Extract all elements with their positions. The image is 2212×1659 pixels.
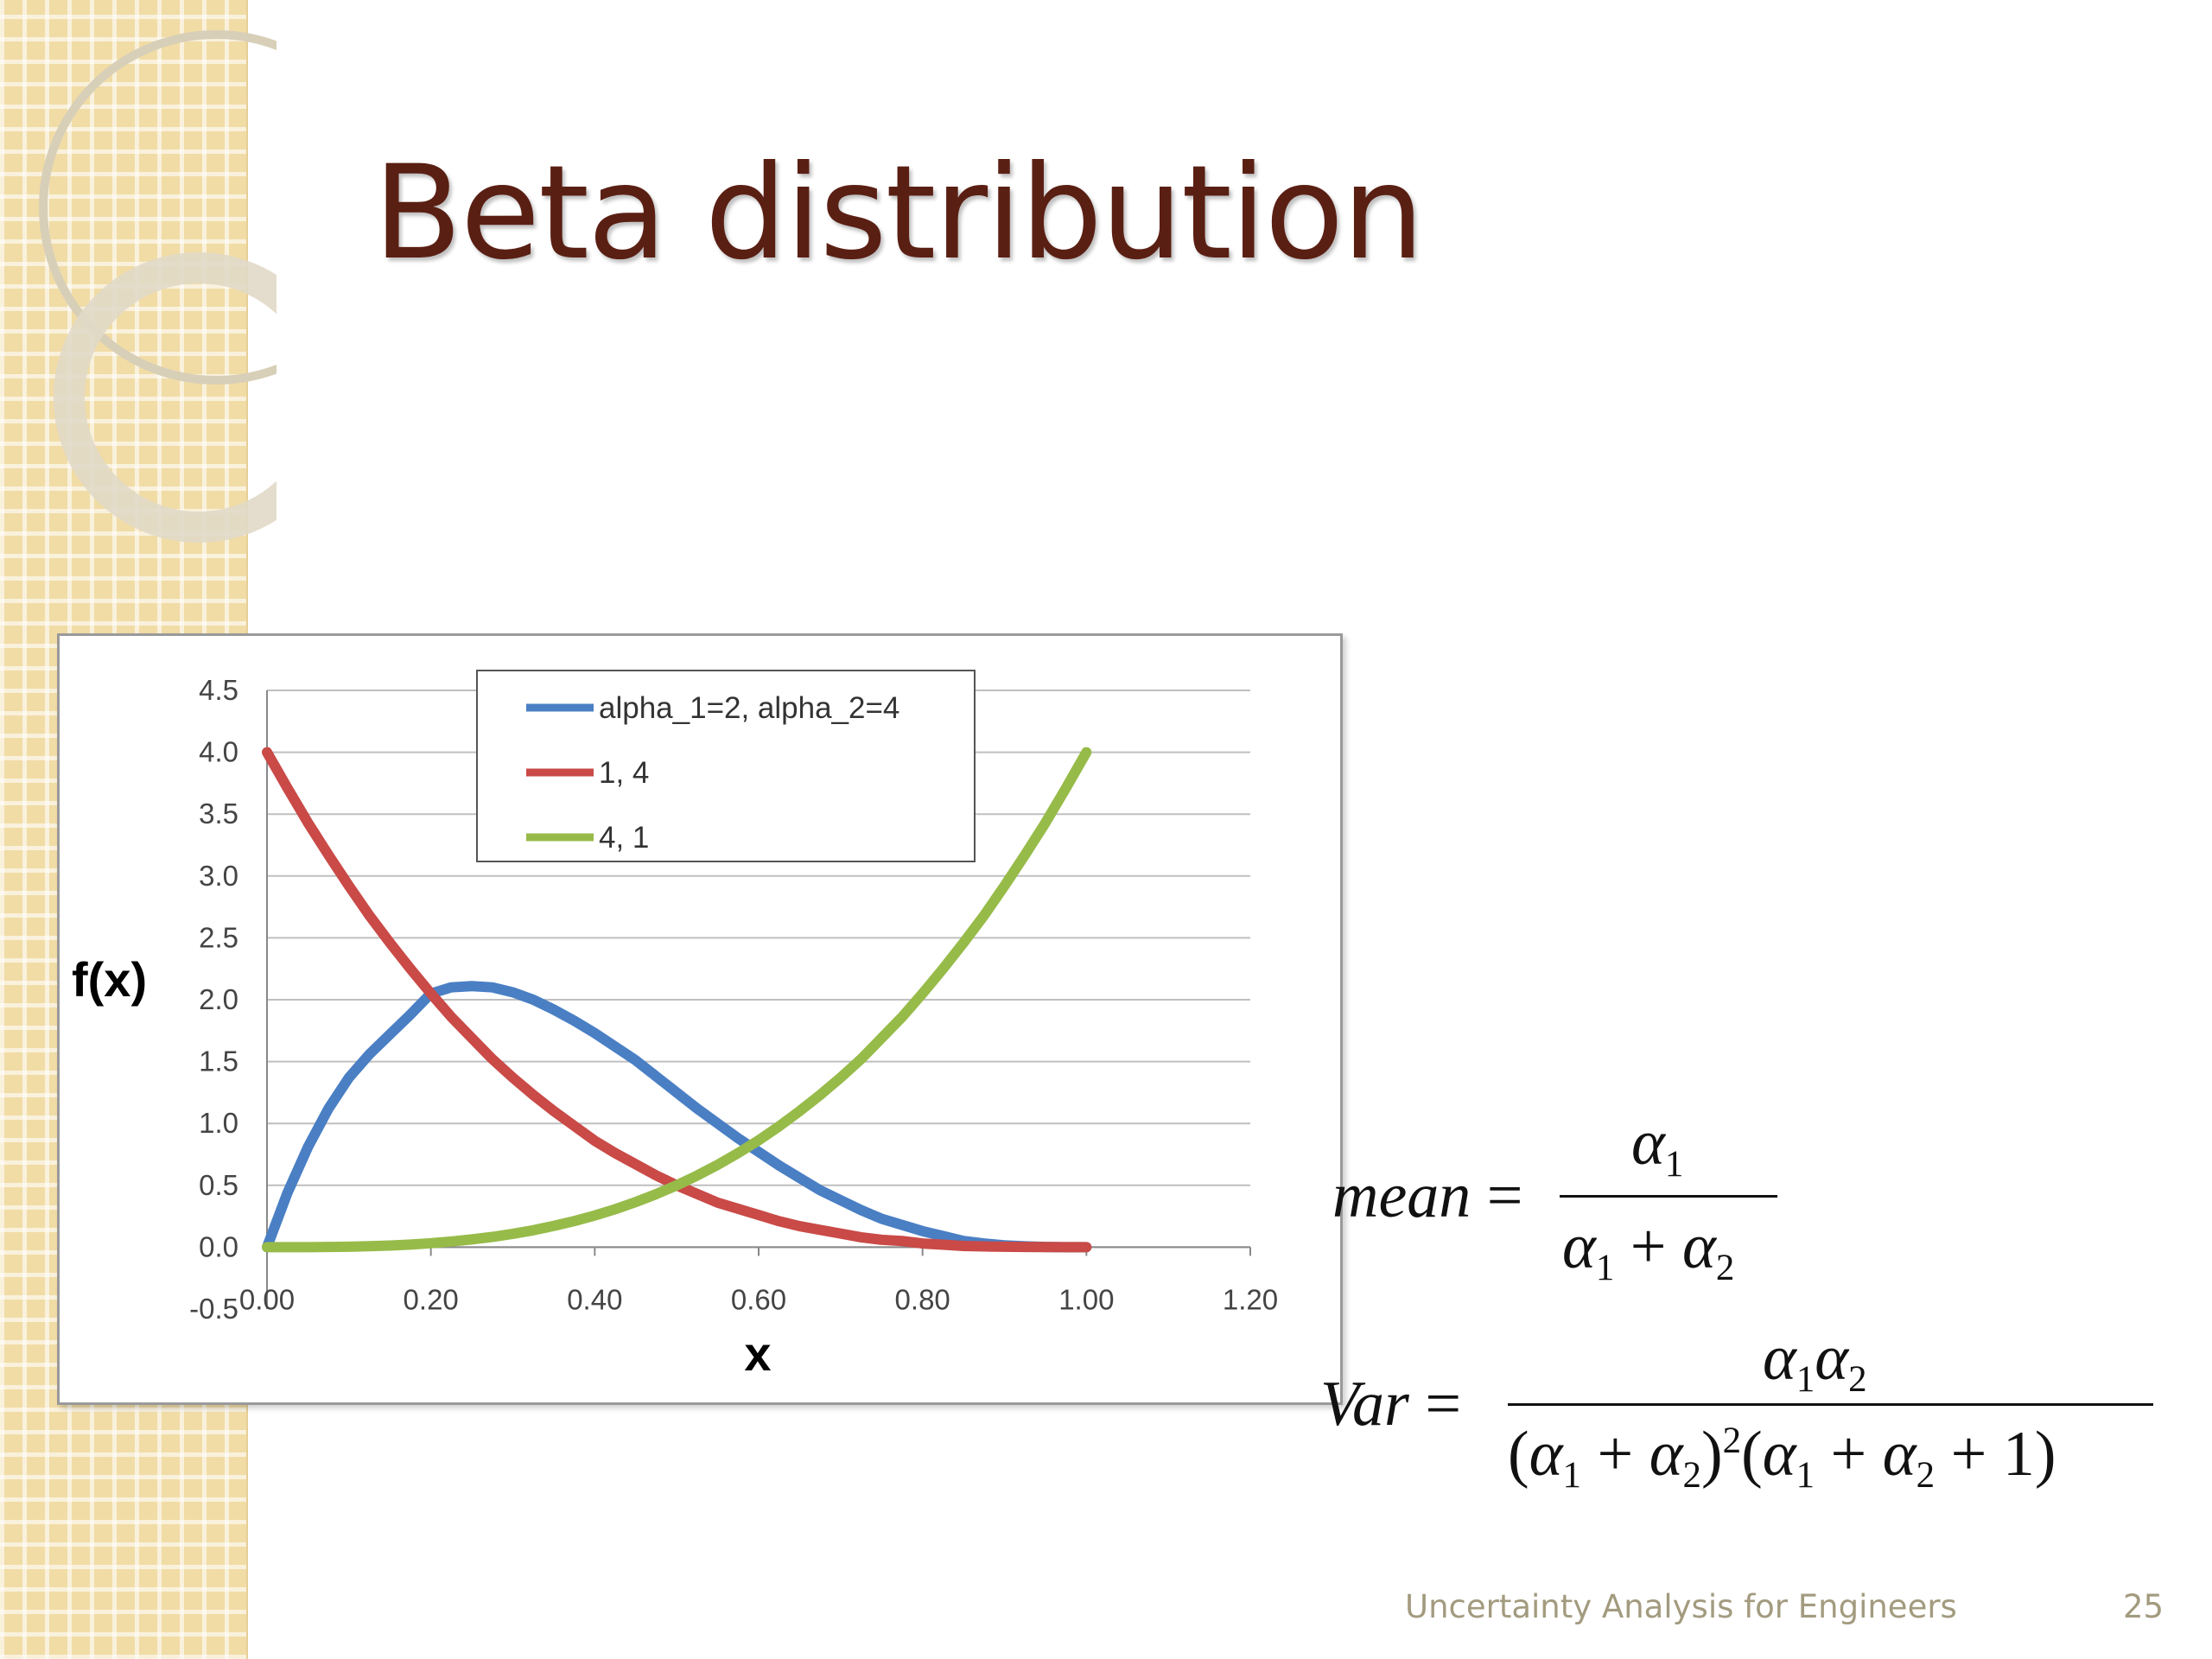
plus-sign: + — [1597, 1419, 1634, 1490]
variance-numerator: α1α2 — [1763, 1326, 1867, 1398]
subscript-one: 1 — [1796, 1358, 1815, 1400]
y-tick-label-8: 3.5 — [199, 798, 238, 830]
subscript-one: 1 — [1796, 1454, 1815, 1496]
variance-equals-sign: = — [1425, 1369, 1462, 1440]
y-tick-label-1: 0.0 — [199, 1230, 238, 1262]
legend-label-1: 1, 4 — [599, 756, 649, 790]
y-tick-label-0: -0.5 — [189, 1293, 238, 1325]
subscript-two: 2 — [1916, 1454, 1936, 1496]
alpha-symbol: α — [1631, 1108, 1665, 1179]
footer-course-title: Uncertainty Analysis for Engineers — [1405, 1588, 1957, 1625]
chart-frame: -0.5 0.0 0.5 1.0 1.5 2.0 2.5 3.0 3.5 4.0 4.5 0.00 0.… — [57, 633, 1343, 1405]
variance-formula: Var = — [1320, 1372, 1461, 1436]
x-axis-title: x — [744, 1326, 771, 1381]
page-number: 25 — [2123, 1588, 2164, 1625]
alpha-symbol: α — [1649, 1419, 1683, 1490]
variance-denominator: (α1 + α2)2(α1 + α2 + 1) — [1508, 1421, 2056, 1494]
mean-label: mean — [1332, 1160, 1471, 1231]
y-axis-title: f(x) — [72, 952, 147, 1007]
legend-layer: alpha_1=2, alpha_2=4 1, 4 4, 1 — [526, 691, 899, 855]
right-paren: ) — [2034, 1419, 2056, 1490]
alpha-symbol: α — [1882, 1419, 1916, 1490]
slide-title: Beta distribution — [373, 138, 1424, 289]
x-tick-label-2: 0.40 — [567, 1283, 622, 1315]
series-line-2 — [262, 747, 1092, 1253]
plus-sign: + — [1950, 1419, 1987, 1490]
beta-distribution-chart: -0.5 0.0 0.5 1.0 1.5 2.0 2.5 3.0 3.5 4.0 4.5 0.00 0.… — [72, 670, 1278, 1381]
y-tick-label-5: 2.0 — [199, 983, 238, 1015]
x-tick-label-5: 1.00 — [1058, 1283, 1114, 1315]
legend-label-2: 4, 1 — [599, 821, 649, 855]
superscript-two: 2 — [1722, 1421, 1742, 1462]
subscript-one: 1 — [1664, 1143, 1684, 1185]
decorative-rings — [39, 30, 276, 543]
mean-denominator: α1 + α2 — [1562, 1215, 1734, 1287]
alpha-symbol: α — [1529, 1419, 1563, 1490]
plus-sign: + — [1830, 1419, 1867, 1490]
y-tick-label-10: 4.5 — [199, 674, 238, 706]
mean-formula: mean = — [1332, 1164, 1523, 1228]
alpha-symbol: α — [1562, 1211, 1596, 1282]
legend-label-0: alpha_1=2, alpha_2=4 — [599, 691, 899, 725]
right-paren: ) — [1700, 1419, 1723, 1490]
mean-fraction-bar — [1560, 1195, 1777, 1198]
subscript-two: 2 — [1848, 1358, 1867, 1400]
series-layer — [262, 747, 1092, 1253]
left-paren: ( — [1741, 1419, 1763, 1490]
decorative-ring-small — [54, 252, 276, 543]
variance-fraction-bar — [1508, 1403, 2153, 1406]
series-line-0 — [262, 981, 1092, 1253]
y-tick-label-3: 1.0 — [199, 1107, 238, 1139]
x-tick-label-0: 0.00 — [239, 1283, 295, 1315]
mean-numerator: α1 — [1631, 1111, 1683, 1183]
mean-equals-sign: = — [1486, 1160, 1523, 1231]
plus-sign: + — [1630, 1211, 1667, 1282]
y-tick-label-2: 0.5 — [199, 1169, 238, 1201]
alpha-symbol: α — [1815, 1323, 1849, 1394]
y-tick-label-7: 3.0 — [199, 860, 238, 892]
y-tick-label-9: 4.0 — [199, 736, 238, 768]
alpha-symbol: α — [1762, 1419, 1796, 1490]
y-tick-label-4: 1.5 — [199, 1046, 238, 1077]
x-tick-label-3: 0.60 — [731, 1283, 786, 1315]
left-paren: ( — [1508, 1419, 1529, 1490]
constant-one: 1 — [2002, 1419, 2035, 1490]
decorative-ring-large — [39, 30, 276, 385]
x-tick-label-6: 1.20 — [1223, 1283, 1278, 1315]
subscript-one: 1 — [1562, 1454, 1581, 1496]
y-tick-label-6: 2.5 — [199, 921, 238, 953]
subscript-one: 1 — [1595, 1247, 1615, 1288]
alpha-symbol: α — [1682, 1211, 1716, 1282]
subscript-two: 2 — [1682, 1454, 1701, 1496]
legend-box — [476, 670, 976, 862]
variance-label: Var — [1320, 1369, 1409, 1440]
x-tick-label-4: 0.80 — [895, 1283, 950, 1315]
tick-layer: -0.5 0.0 0.5 1.0 1.5 2.0 2.5 3.0 3.5 4.0 4.5 0.00 0.… — [189, 674, 1278, 1325]
subscript-two: 2 — [1715, 1247, 1735, 1288]
x-tick-label-1: 0.20 — [404, 1283, 459, 1315]
alpha-symbol: α — [1763, 1323, 1796, 1394]
